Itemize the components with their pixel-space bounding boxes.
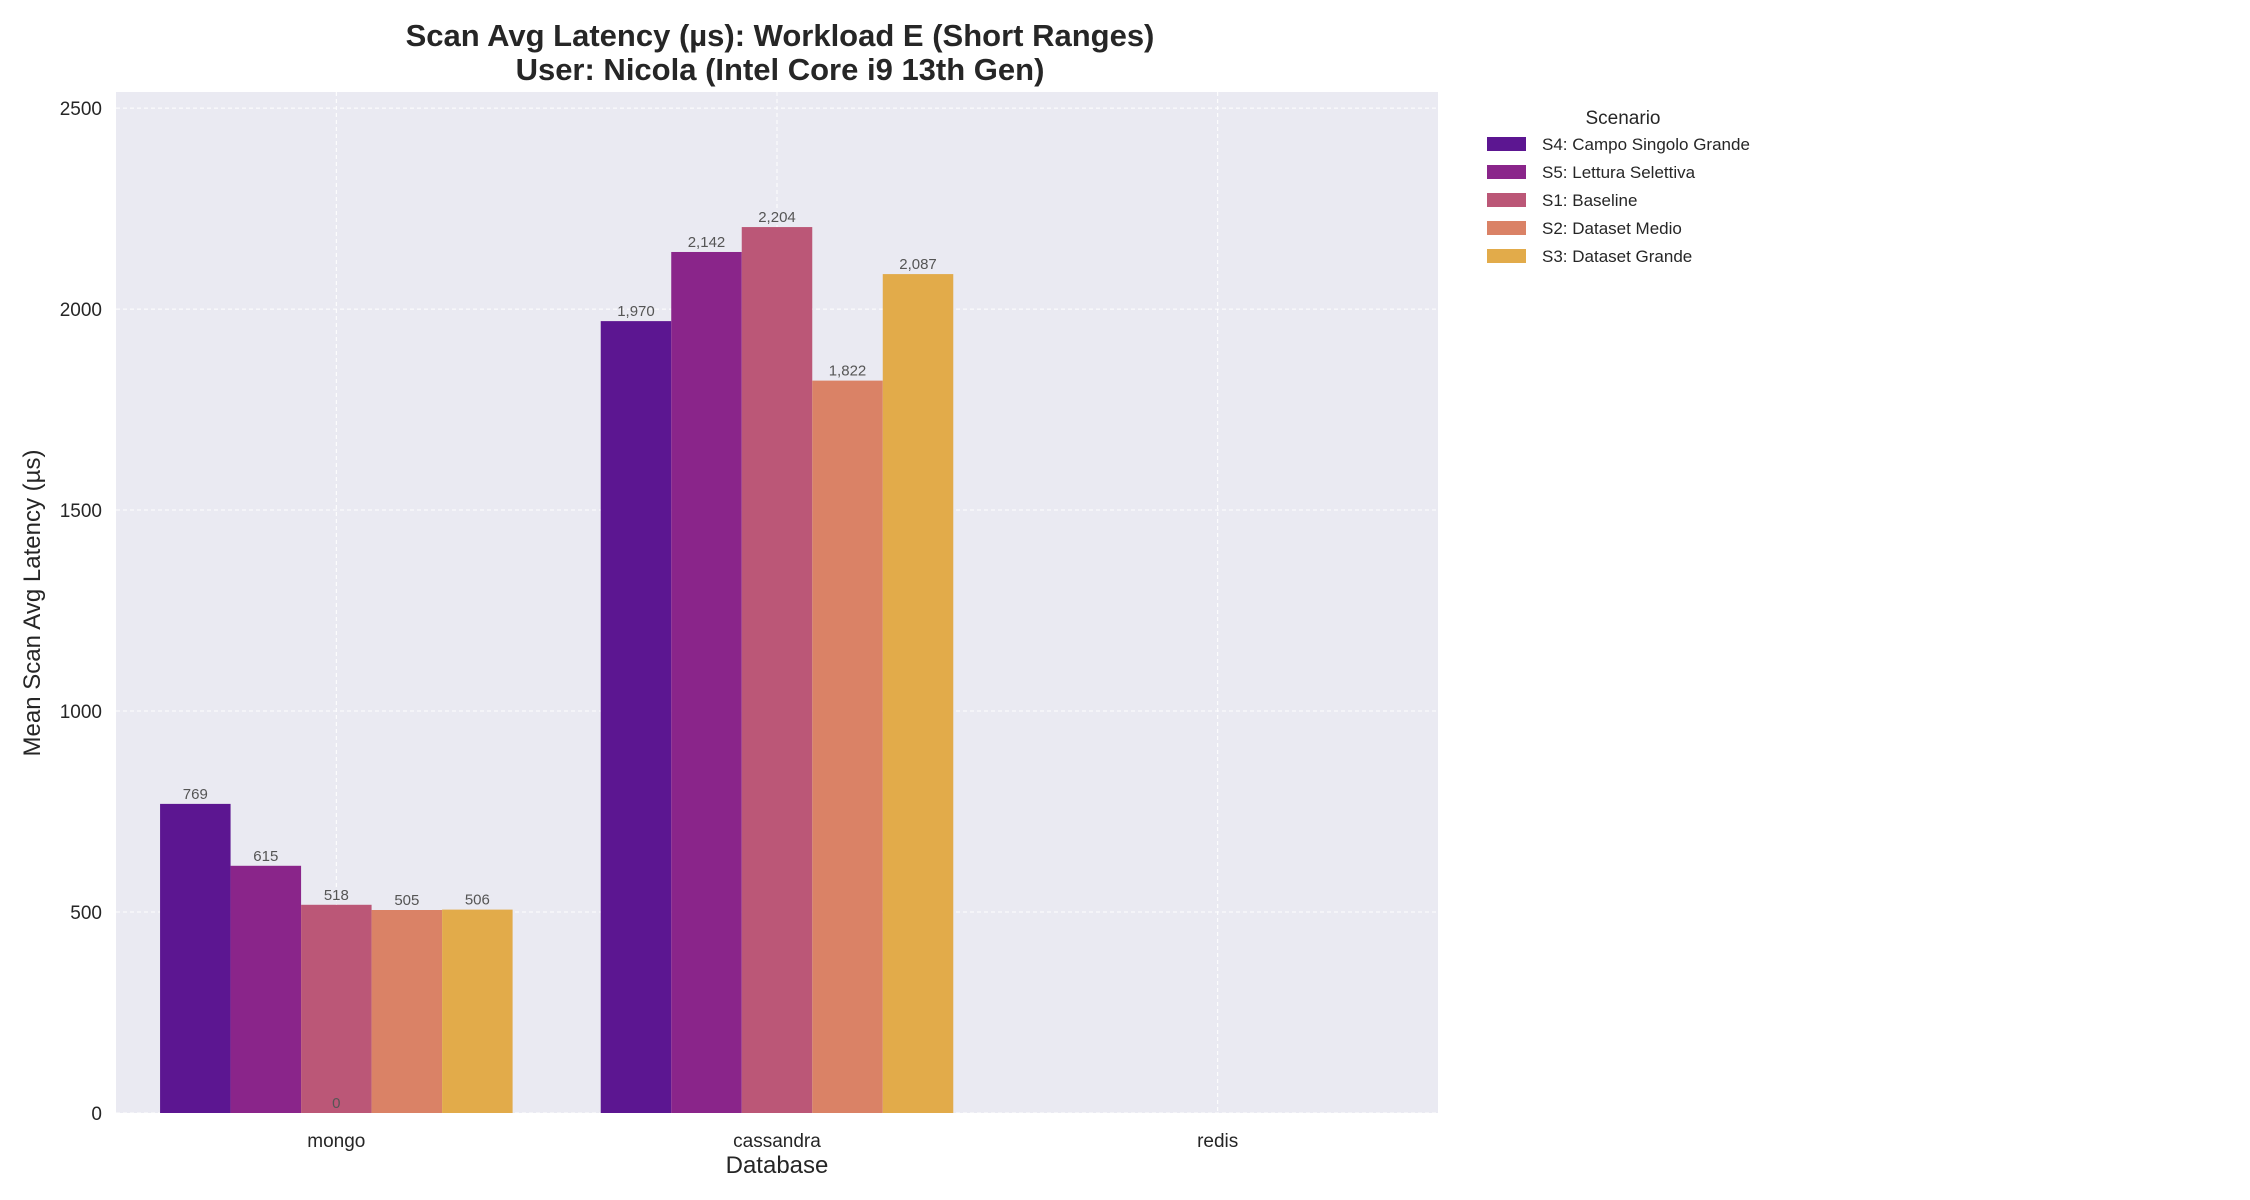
- bar-value-label: 518: [324, 887, 349, 904]
- legend-label: S4: Campo Singolo Grande: [1542, 135, 1750, 154]
- bar-value-label: 769: [183, 786, 208, 803]
- legend-items: S4: Campo Singolo Grande S5: Lettura Sele…: [1487, 135, 1750, 266]
- x-tick-label: cassandra: [733, 1131, 821, 1152]
- y-tick-label: 1000: [60, 702, 102, 723]
- bar-value-label: 505: [394, 892, 419, 909]
- bar: [671, 251, 742, 1113]
- bar: [160, 803, 231, 1113]
- bar-value-label: 1,970: [617, 303, 655, 320]
- bars: [160, 227, 954, 1114]
- y-tick-label: 500: [70, 903, 102, 924]
- y-tick-label: 2000: [60, 300, 102, 321]
- annotation-label: 0: [332, 1095, 340, 1112]
- y-tick-label: 2500: [60, 99, 102, 120]
- legend-swatch: [1487, 193, 1526, 207]
- bar: [741, 227, 813, 1114]
- legend-label: S3: Dataset Grande: [1542, 247, 1692, 266]
- y-axis-ticks: 0 500 1000 1500 2000 2500: [60, 99, 102, 1125]
- bar: [600, 321, 672, 1113]
- y-axis-label: Mean Scan Avg Latency (µs): [19, 450, 46, 757]
- x-tick-label: redis: [1197, 1131, 1238, 1152]
- legend-swatch: [1487, 221, 1526, 235]
- legend-label: S5: Lettura Selettiva: [1542, 163, 1696, 182]
- bar: [442, 909, 513, 1113]
- legend-swatch: [1487, 249, 1526, 263]
- legend-label: S2: Dataset Medio: [1542, 219, 1682, 238]
- bar: [882, 274, 954, 1113]
- x-axis-ticks: mongo cassandra redis: [307, 1131, 1238, 1152]
- bar-value-label: 2,087: [899, 256, 937, 273]
- bar-value-label: 2,204: [758, 209, 796, 226]
- legend-swatch: [1487, 165, 1526, 179]
- chart-subtitle: User: Nicola (Intel Core i9 13th Gen): [516, 52, 1045, 87]
- legend-title: Scenario: [1586, 108, 1661, 129]
- bar-value-label: 2,142: [688, 234, 726, 251]
- bar: [812, 380, 883, 1113]
- legend: Scenario S4: Campo Singolo Grande S5: Let…: [1487, 108, 1750, 266]
- bar: [301, 904, 372, 1113]
- y-tick-label: 1500: [60, 501, 102, 522]
- legend-swatch: [1487, 137, 1526, 151]
- bar-value-label: 1,822: [829, 363, 867, 380]
- legend-label: S1: Baseline: [1542, 191, 1637, 210]
- chart-title: Scan Avg Latency (µs): Workload E (Short…: [406, 18, 1155, 53]
- bar: [371, 910, 443, 1113]
- y-tick-label: 0: [91, 1104, 102, 1125]
- x-axis-label: Database: [726, 1152, 829, 1179]
- x-tick-label: mongo: [307, 1131, 365, 1152]
- bar-value-label: 615: [253, 848, 278, 865]
- bar: [230, 865, 302, 1113]
- bar-labels: 769 1,970 615 2,142 518 2,204 505 1,822 506 2,087…: [183, 209, 937, 1112]
- bar-value-label: 506: [465, 892, 490, 909]
